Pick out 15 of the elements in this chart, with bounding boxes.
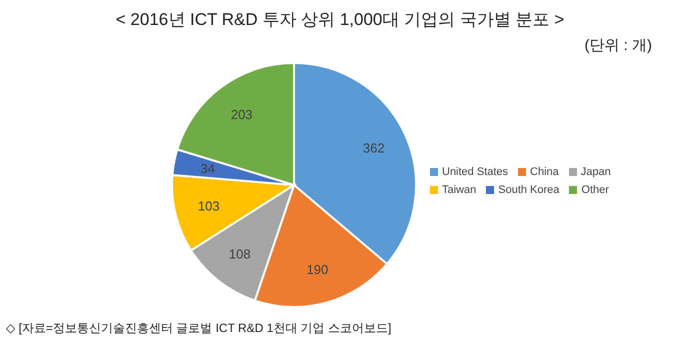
legend-label: Other <box>580 183 609 198</box>
legend-label: South Korea <box>497 183 560 198</box>
data-label: 108 <box>228 246 251 262</box>
legend-label: United States <box>441 165 508 180</box>
data-label: 103 <box>198 198 220 214</box>
legend-label: Japan <box>580 165 611 180</box>
data-label: 34 <box>200 161 215 176</box>
legend-label: Taiwan <box>441 183 476 198</box>
data-label: 190 <box>306 262 328 278</box>
text: ◇ [자료=정보통신기술진흥센터 글로벌 ICT R&D 1천대 기업 스코어보드] <box>6 320 392 337</box>
data-label: 203 <box>230 106 253 122</box>
data-label: 362 <box>362 140 385 156</box>
chart-title: < 2016년 ICT R&D 투자 상위 1,000대 기업의 국가별 분포 > <box>114 9 566 31</box>
chart-subtitle: (단위 : 개) <box>584 36 652 55</box>
legend-label: China <box>529 165 559 180</box>
